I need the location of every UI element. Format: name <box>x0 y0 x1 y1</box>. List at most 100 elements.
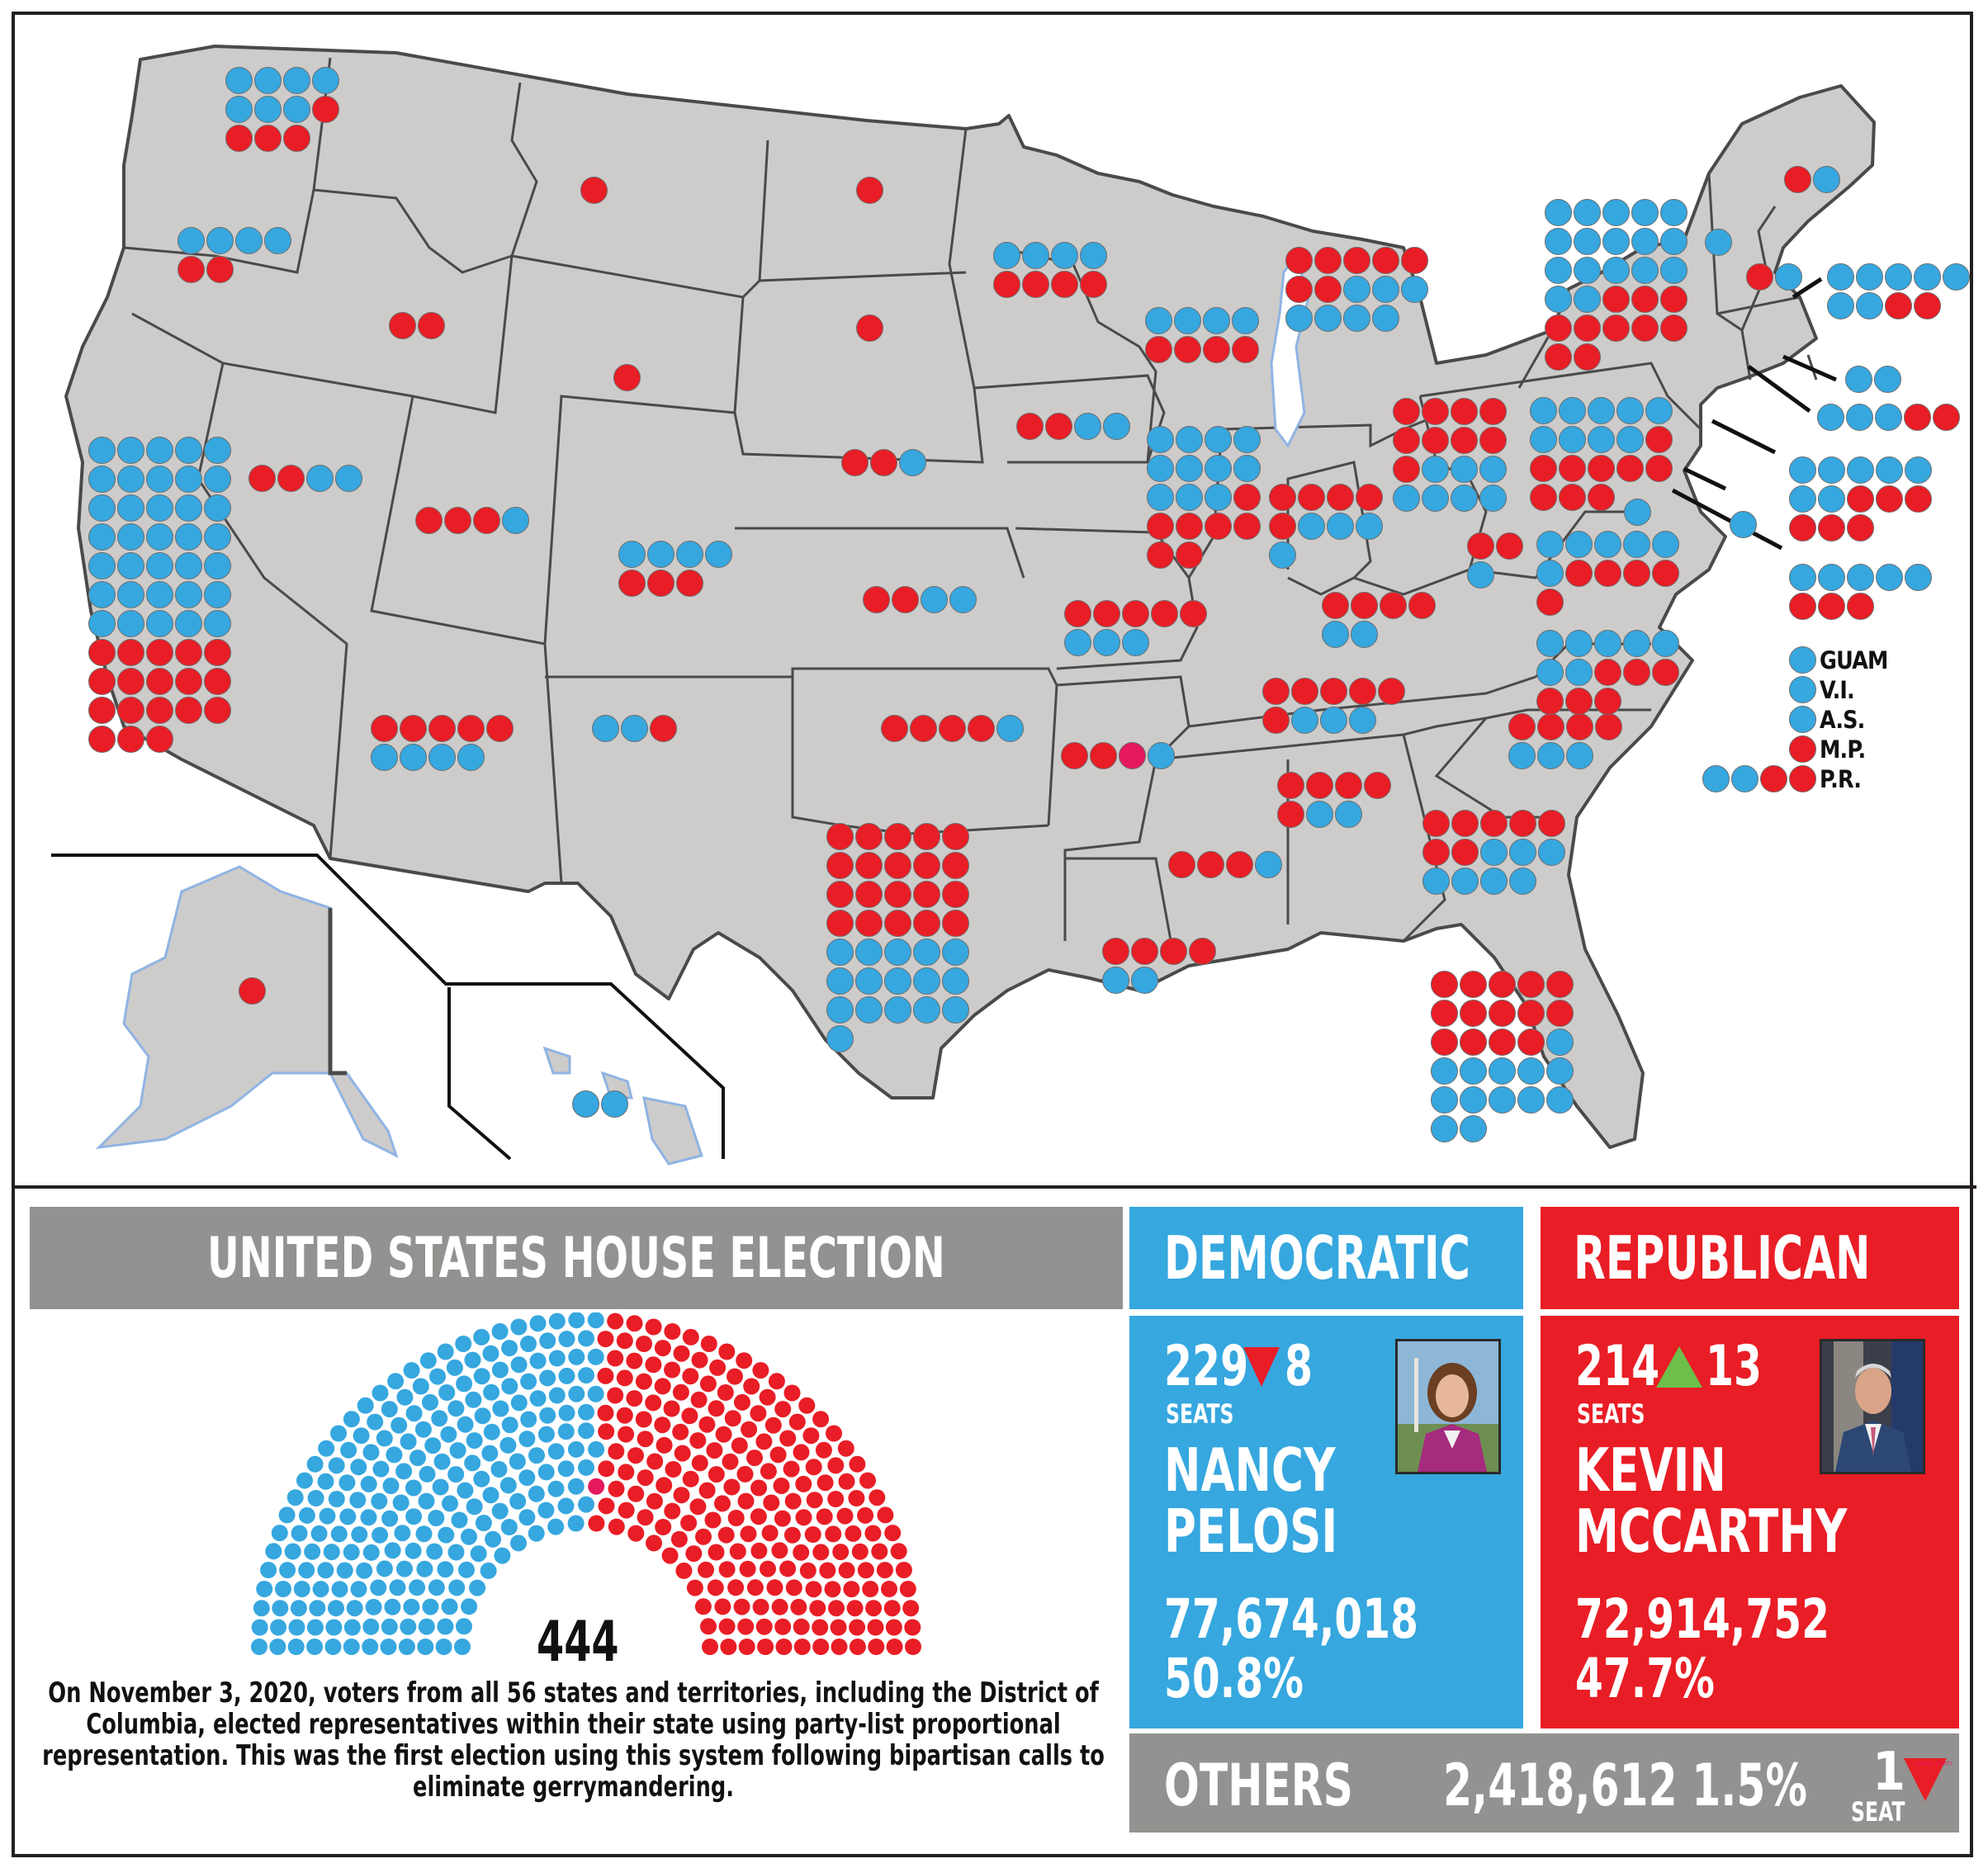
democratic-seat-dot <box>1856 263 1883 291</box>
republican-seat-dot <box>812 1619 829 1636</box>
republican-seat-dot <box>867 1619 884 1636</box>
democratic-seat-dot <box>1594 630 1621 657</box>
democratic-seat-dot <box>899 449 926 476</box>
republican-seat-dot <box>795 1475 812 1492</box>
republican-seat-dot <box>254 125 282 152</box>
democratic-seat-dot <box>175 437 202 464</box>
democratic-seat-dot <box>117 610 144 637</box>
democratic-seat-dot <box>272 1600 289 1617</box>
republican-seat-dot <box>766 1579 783 1596</box>
republican-seat-dot <box>816 1474 834 1492</box>
republican-seat-dot <box>691 1351 708 1369</box>
republican-seat-dot <box>146 639 173 666</box>
democratic-seat-dot <box>1905 456 1932 484</box>
democratic-seat-dot <box>353 1427 370 1445</box>
republican-seat-dot <box>1509 810 1536 837</box>
republican-seat-dot <box>682 1470 699 1487</box>
democratic-seat-dot <box>1074 413 1101 440</box>
democratic-seat-dot <box>1393 485 1420 512</box>
republican-seat-dot <box>1885 292 1912 319</box>
democratic-seat-dot <box>1594 531 1621 558</box>
democratic-seat-dot <box>1451 485 1478 512</box>
republican-seat-dot <box>1660 314 1687 342</box>
republican-seat-dot <box>598 1460 615 1478</box>
democratic-seat-dot <box>1131 967 1158 994</box>
democratic-seat-dot <box>325 1619 343 1636</box>
republican-seat-dot <box>815 1441 832 1459</box>
republican-seat-dot <box>637 1431 654 1448</box>
democratic-seat-dot <box>390 1416 408 1434</box>
democratic-seat-dot <box>1064 629 1091 656</box>
republican-seat-dot <box>1291 678 1318 705</box>
republican-seat-dot <box>1422 427 1449 454</box>
democratic-seat-dot <box>1255 851 1282 878</box>
republican-seat-dot <box>486 715 514 742</box>
democratic-seat-dot <box>88 437 116 464</box>
republican-seat-dot <box>1180 600 1207 627</box>
democratic-seat-dot <box>275 1581 291 1597</box>
others-seats-label: SEAT <box>1851 1796 1905 1828</box>
republican-seat-dot <box>741 1421 758 1438</box>
democratic-seat-dot <box>356 1562 373 1579</box>
democratic-seat-dot <box>1306 801 1333 828</box>
republican-seat-dot <box>939 715 966 742</box>
democratic-seat-dot <box>367 1413 384 1431</box>
republican-seat-dot <box>871 1543 888 1560</box>
republican-seat-dot <box>856 177 883 204</box>
democratic-seat-dot <box>1847 456 1874 484</box>
democratic-seat-dot <box>1509 868 1536 895</box>
republican-seat-dot <box>626 1390 643 1407</box>
democratic-seat-dot <box>587 1348 604 1365</box>
republican-seat-dot <box>1320 678 1347 705</box>
democratic-seat-dot <box>376 1430 393 1447</box>
democratic-seat-dot <box>204 494 231 522</box>
republican-seat-dot <box>1189 938 1216 965</box>
state-seats-nm <box>591 714 678 743</box>
democratic-seat-dot <box>395 1463 413 1480</box>
republican-seat-dot <box>876 1562 893 1579</box>
republican-seat-dot <box>1574 314 1601 342</box>
democratic-seat-dot <box>225 96 253 123</box>
republican-seat-dot <box>1174 336 1201 363</box>
democratic-seat-dot <box>510 1535 527 1552</box>
republican-seat-dot <box>1480 810 1508 837</box>
election-description: On November 3, 2020, voters from all 56 … <box>41 1677 1106 1803</box>
republican-seat-dot <box>993 271 1020 298</box>
democratic-seat-dot <box>1530 426 1557 453</box>
democratic-seat-dot <box>349 1492 367 1509</box>
democratic-seat-dot <box>323 1544 340 1561</box>
democratic-seat-dot <box>578 1330 594 1347</box>
democratic-seat-dot <box>457 1482 474 1499</box>
republican-seat-dot <box>1262 678 1290 705</box>
democratic-seat-dot <box>1285 305 1313 332</box>
state-seats-ak <box>238 977 267 1005</box>
republican-seat-dot <box>1652 560 1679 587</box>
democratic-seat-dot <box>1489 1086 1516 1114</box>
republican-seat-dot <box>1536 688 1564 715</box>
democratic-seat-dot <box>1602 199 1630 226</box>
republican-seat-dot <box>1343 247 1370 274</box>
republican-seat-dot <box>855 910 883 937</box>
democratic-seat-dot <box>409 1449 426 1467</box>
democratic-seat-dot <box>539 1332 556 1350</box>
democratic-seat-dot <box>175 466 202 493</box>
democratic-seat-dot <box>461 1528 477 1545</box>
republican-seat-dot <box>870 449 897 476</box>
republican-seat-dot <box>1145 336 1172 363</box>
republican-seat-dot <box>760 1463 777 1480</box>
democratic-seat-dot <box>1431 1115 1458 1142</box>
democratic-seat-dot <box>1660 228 1687 255</box>
leader-first-name: NANCY <box>1164 1435 1336 1505</box>
democratic-seat-dot <box>1314 305 1342 332</box>
republican-seat-dot <box>895 1562 912 1578</box>
republican-seat-dot <box>1847 593 1874 620</box>
republican-seat-dot <box>718 1618 736 1635</box>
state-seats-or <box>177 226 292 284</box>
territory-label: P.R. <box>1820 765 1862 793</box>
republican-seat-dot <box>1051 271 1078 298</box>
democratic-seat-dot <box>418 1492 435 1510</box>
democratic-seat-dot <box>146 523 173 551</box>
democratic-seat-dot <box>456 1618 472 1635</box>
republican-seat-dot <box>626 1352 643 1369</box>
democratic-seat-dot <box>1460 1086 1487 1114</box>
